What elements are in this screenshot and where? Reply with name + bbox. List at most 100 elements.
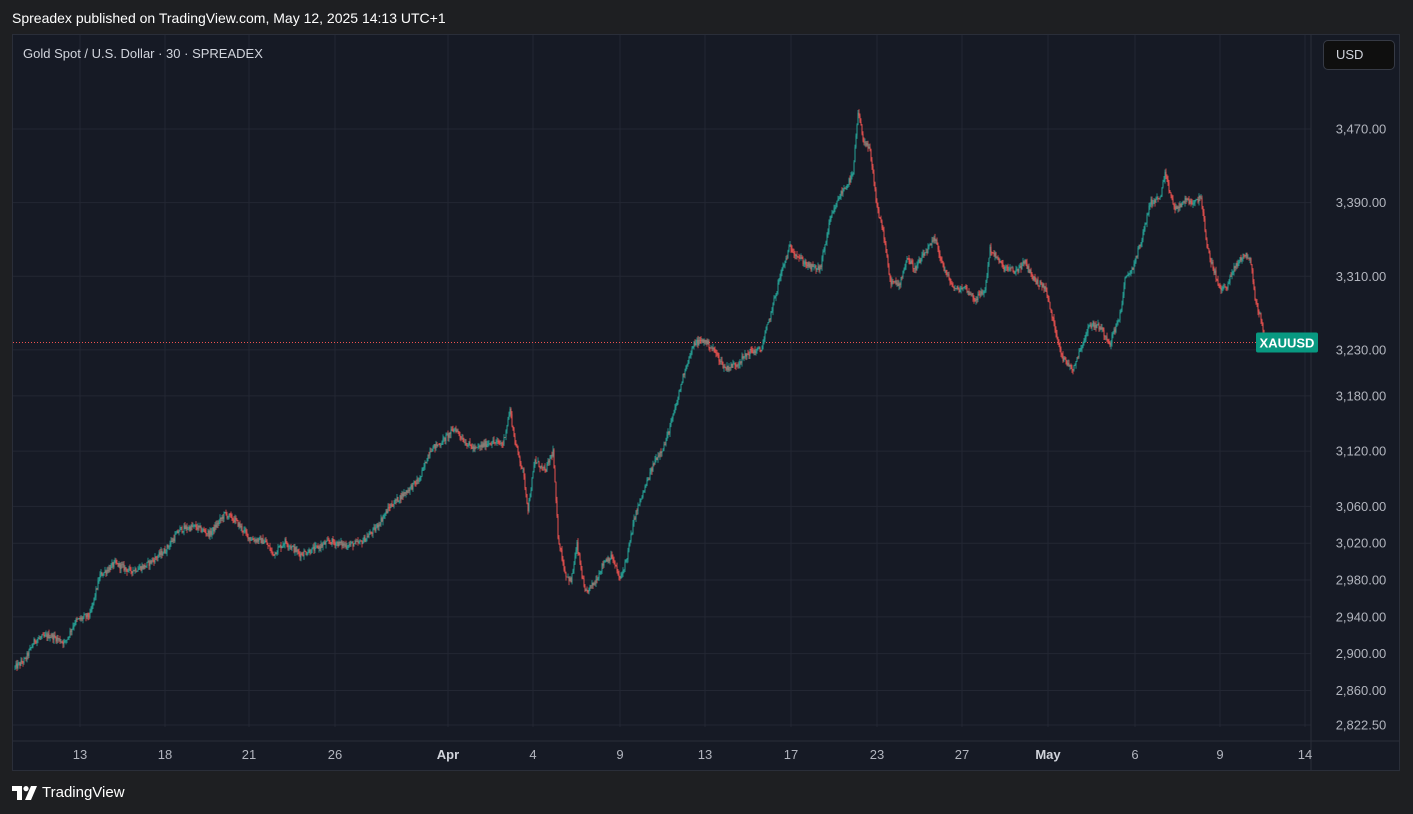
- candle: [614, 560, 616, 569]
- time-axis[interactable]: 13 18 21 26 Apr 4 9 13 17 23 27 May 6 9 14: [73, 747, 1312, 762]
- candle-body: [898, 283, 900, 286]
- candle-body: [664, 444, 666, 445]
- candle: [677, 396, 679, 405]
- candle: [287, 542, 289, 551]
- candle-body: [583, 578, 585, 587]
- candle-body: [586, 589, 588, 591]
- candle-body: [562, 559, 564, 563]
- candle: [728, 363, 730, 373]
- candle-body: [692, 346, 694, 349]
- candle-body: [101, 572, 103, 576]
- candle: [793, 248, 795, 258]
- candle-body: [1202, 206, 1204, 213]
- candle-body: [40, 636, 42, 638]
- candle-body: [787, 250, 789, 259]
- candle-body: [385, 510, 387, 515]
- candle: [1044, 286, 1046, 292]
- candle-body: [18, 662, 20, 664]
- candle: [349, 540, 351, 547]
- price-axis[interactable]: 3,470.003,390.003,310.003,230.003,180.00…: [1336, 122, 1387, 733]
- candle: [1209, 250, 1211, 263]
- candle-body: [791, 249, 793, 253]
- candle-body: [373, 527, 375, 529]
- candle-body: [534, 459, 536, 466]
- candle-body: [89, 611, 91, 617]
- candle-body: [845, 188, 847, 190]
- candle: [994, 250, 996, 261]
- candle-body: [509, 408, 511, 416]
- candle-body: [999, 261, 1001, 263]
- candle-body: [1028, 266, 1030, 274]
- candle-body: [750, 348, 752, 350]
- candle-body: [668, 431, 670, 434]
- candle: [992, 252, 994, 254]
- candle-body: [717, 353, 719, 356]
- candle-body: [985, 280, 987, 290]
- candle-body: [933, 237, 935, 242]
- candle-body: [366, 536, 368, 539]
- candle: [838, 196, 840, 201]
- candle-body: [247, 533, 249, 540]
- candle: [927, 243, 929, 254]
- candle-body: [1119, 312, 1121, 320]
- candle-body: [1115, 323, 1117, 332]
- candle-body: [167, 545, 169, 548]
- candle-body: [930, 243, 932, 245]
- candle: [1028, 263, 1030, 274]
- candle: [551, 451, 553, 461]
- candle: [1002, 259, 1004, 269]
- candle-body: [1101, 327, 1103, 329]
- candle-body: [1114, 329, 1116, 332]
- candle: [709, 346, 711, 353]
- tradingview-logo[interactable]: TradingView: [12, 784, 125, 801]
- candle-body: [351, 542, 353, 544]
- candle-body: [789, 244, 791, 247]
- candle: [654, 455, 656, 465]
- candle: [101, 571, 103, 576]
- candle: [235, 515, 237, 524]
- candle-body: [774, 297, 776, 298]
- candle-body: [1069, 364, 1071, 367]
- candle: [981, 289, 983, 296]
- candle-body: [1154, 200, 1156, 203]
- candle: [843, 185, 845, 192]
- candle: [1194, 199, 1196, 207]
- candle: [48, 629, 50, 639]
- candle-body: [1003, 266, 1005, 271]
- candle: [272, 551, 274, 557]
- candle-body: [731, 363, 733, 368]
- candle: [491, 440, 493, 449]
- candle: [807, 261, 809, 270]
- candle: [775, 293, 777, 302]
- candle-body: [1197, 198, 1199, 202]
- candle-body: [262, 538, 264, 544]
- candle-body: [802, 258, 804, 265]
- candle: [1241, 257, 1243, 264]
- candle-body: [1083, 340, 1085, 343]
- candle: [214, 522, 216, 533]
- candle-body: [563, 562, 565, 570]
- candle-body: [865, 142, 867, 146]
- candle: [1136, 255, 1138, 259]
- symbol-title[interactable]: Gold Spot / U.S. Dollar · 30 · SPREADEX: [23, 46, 263, 61]
- currency-button[interactable]: USD: [1323, 40, 1395, 70]
- candle: [262, 534, 264, 544]
- candle-body: [976, 298, 978, 301]
- candle: [1190, 198, 1192, 207]
- candle-body: [210, 530, 212, 535]
- candle-body: [703, 339, 705, 343]
- candle: [678, 389, 680, 400]
- candle: [960, 286, 962, 294]
- candle: [821, 255, 823, 271]
- price-chart[interactable]: 3,470.003,390.003,310.003,230.003,180.00…: [13, 35, 1399, 770]
- candle-body: [552, 449, 554, 457]
- candle-body: [828, 222, 830, 232]
- candle-body: [460, 436, 462, 439]
- candle-body: [107, 569, 109, 572]
- candle-body: [369, 532, 371, 535]
- candle: [858, 109, 860, 119]
- candle-body: [517, 446, 519, 452]
- candle: [1100, 323, 1102, 330]
- candle-body: [821, 257, 823, 267]
- candle-body: [1198, 195, 1200, 202]
